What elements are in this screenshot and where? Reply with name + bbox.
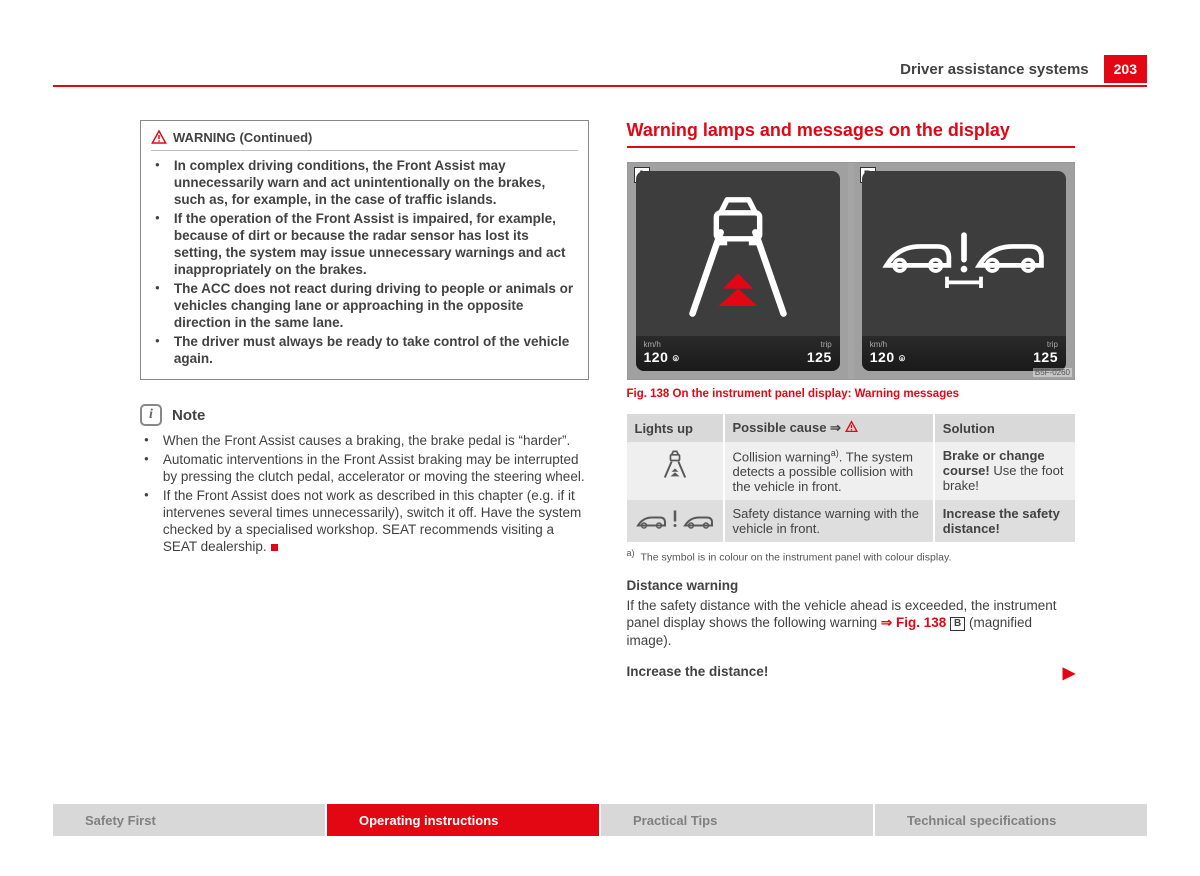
cell-solution: Increase the safety distance! (934, 500, 1075, 542)
note-header: i Note (140, 404, 589, 426)
note-title: Note (172, 407, 205, 424)
distance-warning-heading: Distance warning (627, 578, 1076, 593)
table-row: Collision warninga). The system detects … (627, 442, 1076, 500)
cell-cause: Collision warninga). The system detects … (724, 442, 934, 500)
screen-b: km/h 120 ⌾ trip 125 (862, 171, 1066, 371)
screen-a: km/h 120 ⌾ trip 125 (636, 171, 840, 371)
warning-item: In complex driving conditions, the Front… (151, 157, 578, 208)
trip-label: trip (821, 340, 832, 349)
info-icon: i (140, 404, 162, 426)
note-item: When the Front Assist causes a braking, … (140, 432, 589, 449)
screen-footer: km/h 120 ⌾ trip 125 (636, 336, 840, 371)
tab-practical-tips[interactable]: Practical Tips (601, 804, 875, 836)
speed-value: 120 ⌾ (644, 349, 680, 365)
warning-triangle-icon (151, 129, 167, 145)
table-row: Safety distance warning with the vehicle… (627, 500, 1076, 542)
panel-a: A (628, 163, 848, 379)
warning-item: The ACC does not react during driving to… (151, 280, 578, 331)
increase-line: Increase the distance! ▶ (627, 663, 1076, 681)
speed-value: 120 ⌾ (870, 349, 906, 365)
heading-warning-lamps: Warning lamps and messages on the displa… (627, 120, 1076, 148)
trip-label: trip (1047, 340, 1058, 349)
th-solution: Solution (934, 414, 1075, 442)
section-title: Driver assistance systems (900, 61, 1088, 78)
display-panels: A (627, 162, 1076, 380)
distance-warning-icon (879, 199, 1049, 309)
table-header-row: Lights up Possible cause ⇒ Solution (627, 414, 1076, 442)
tab-technical-specifications[interactable]: Technical specifications (875, 804, 1147, 836)
cell-icon (627, 500, 724, 542)
th-lights: Lights up (627, 414, 724, 442)
table-footnote: a)The symbol is in colour on the instrum… (627, 548, 1076, 564)
trip-value: 125 (807, 349, 832, 365)
warning-list: In complex driving conditions, the Front… (151, 157, 578, 367)
cell-icon (627, 442, 724, 500)
page-header: Driver assistance systems 203 (900, 55, 1147, 83)
increase-text: Increase the distance! (627, 664, 769, 679)
warning-triangle-icon (845, 420, 858, 433)
warning-table: Lights up Possible cause ⇒ Solution (627, 414, 1076, 542)
trip-value: 125 (1033, 349, 1058, 365)
panel-b: B (854, 163, 1074, 379)
page-number: 203 (1104, 55, 1147, 83)
th-cause: Possible cause ⇒ (724, 414, 934, 442)
warning-header: WARNING (Continued) (151, 129, 578, 151)
trip-block: trip 125 (1033, 340, 1058, 365)
collision-icon (658, 448, 692, 482)
end-mark-icon (271, 544, 278, 551)
screen-a-graphic (636, 171, 840, 336)
cell-solution: Brake or change course! Use the foot bra… (934, 442, 1075, 500)
tab-safety-first[interactable]: Safety First (53, 804, 327, 836)
distance-icon (635, 506, 715, 530)
fig-reference: ⇒ Fig. 138 (881, 615, 946, 630)
distance-warning-body: If the safety distance with the vehicle … (627, 597, 1076, 650)
left-column: WARNING (Continued) In complex driving c… (140, 120, 589, 683)
note-item: If the Front Assist does not work as des… (140, 487, 589, 555)
header-rule (53, 85, 1147, 87)
warning-box: WARNING (Continued) In complex driving c… (140, 120, 589, 380)
cell-cause: Safety distance warning with the vehicle… (724, 500, 934, 542)
screen-footer: km/h 120 ⌾ trip 125 (862, 336, 1066, 371)
trip-block: trip 125 (807, 340, 832, 365)
content-columns: WARNING (Continued) In complex driving c… (140, 120, 1075, 683)
figure-caption: Fig. 138 On the instrument panel display… (627, 388, 1076, 400)
image-code: B5F-0260 (1033, 368, 1072, 377)
speed-block: km/h 120 ⌾ (644, 340, 680, 365)
tab-operating-instructions[interactable]: Operating instructions (327, 804, 601, 836)
footer-tabs: Safety First Operating instructions Prac… (53, 804, 1147, 836)
warning-title: WARNING (Continued) (173, 130, 312, 145)
warning-item: If the operation of the Front Assist is … (151, 210, 578, 278)
collision-warning-icon (673, 189, 803, 319)
continue-arrow-icon: ▶ (1063, 663, 1075, 683)
speed-block: km/h 120 ⌾ (870, 340, 906, 365)
note-block: i Note When the Front Assist causes a br… (140, 404, 589, 555)
ref-box-b: B (950, 617, 965, 631)
screen-b-graphic (862, 171, 1066, 336)
speed-label: km/h (870, 340, 887, 349)
note-item: Automatic interventions in the Front Ass… (140, 451, 589, 485)
right-column: Warning lamps and messages on the displa… (627, 120, 1076, 683)
speed-label: km/h (644, 340, 661, 349)
warning-item: The driver must always be ready to take … (151, 333, 578, 367)
note-list: When the Front Assist causes a braking, … (140, 432, 589, 555)
